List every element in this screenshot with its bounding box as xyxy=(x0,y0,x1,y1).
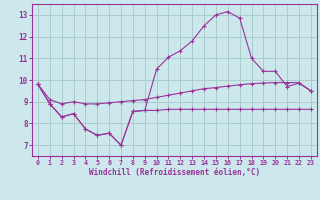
X-axis label: Windchill (Refroidissement éolien,°C): Windchill (Refroidissement éolien,°C) xyxy=(89,168,260,177)
